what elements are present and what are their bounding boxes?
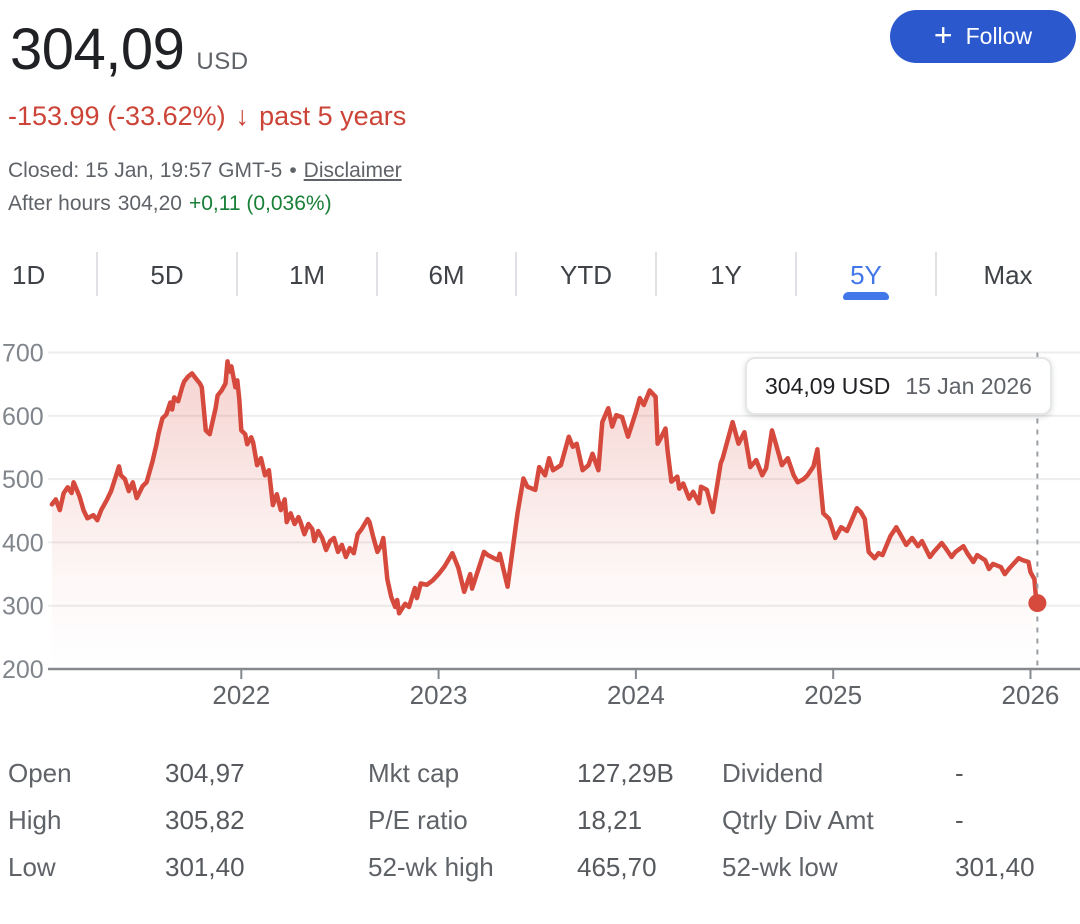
y-axis-label-700: 700 [2, 340, 44, 368]
tab-label: 5D [150, 259, 184, 290]
chart-area[interactable]: 200 300 400 500 600 700 2022 2023 2024 2025 2026 3… [0, 330, 1080, 712]
stat-label: Dividend [722, 758, 824, 788]
tab-1m[interactable]: 1M [236, 248, 377, 302]
tab-label: 1M [288, 259, 326, 290]
change-amount: -153.99 (-33.62%) [8, 101, 226, 131]
currency-label: USD [196, 48, 249, 75]
tab-ytd[interactable]: YTD [515, 248, 656, 302]
stat-value: 465,70 [577, 852, 657, 882]
after-hours-price: 304,20 [117, 192, 182, 215]
tab-1y[interactable]: 1Y [655, 248, 796, 302]
after-hours-label: After hours [8, 192, 111, 215]
tab-label: 5Y [850, 259, 882, 290]
last-price-dot [1028, 594, 1047, 613]
plus-icon: + [933, 17, 953, 53]
tab-label: 1Y [710, 259, 742, 290]
after-hours-line: After hours 304,20 +0,11 (0,036%) [8, 192, 332, 216]
x-axis-label-2026: 2026 [1002, 680, 1060, 710]
tab-1d[interactable]: 1D [0, 248, 97, 302]
stat-label: 52-wk low [722, 852, 838, 882]
stat-label: P/E ratio [368, 805, 468, 835]
tab-label: YTD [560, 259, 612, 290]
x-axis-label-2024: 2024 [607, 680, 665, 710]
stat-value: - [955, 758, 964, 788]
y-axis-label-200: 200 [2, 656, 44, 684]
market-status-line: Closed: 15 Jan, 19:57 GMT-5 • Disclaimer [8, 159, 402, 183]
tooltip-price: 304,09 USD [765, 372, 891, 399]
x-axis-label-2025: 2025 [804, 680, 862, 710]
key-stats-table: Open 304,97 Mkt cap 127,29B Dividend - High 305… [8, 750, 1072, 891]
stat-value: 127,29B [577, 758, 674, 788]
follow-button-label: Follow [965, 23, 1033, 49]
change-period: past 5 years [259, 101, 407, 131]
after-hours-change: +0,11 (0,036%) [188, 192, 332, 215]
price-change-line: -153.99 (-33.62%) ↓ past 5 years [8, 101, 406, 132]
stat-value: 301,40 [955, 852, 1035, 882]
tooltip-date: 15 Jan 2026 [905, 372, 1032, 399]
stat-label: Mkt cap [368, 758, 460, 788]
stat-label: Low [8, 852, 56, 882]
x-axis-label-2022: 2022 [212, 680, 270, 710]
tab-label: Max [983, 259, 1033, 290]
current-price: 304,09 [10, 17, 185, 82]
chart-tooltip: 304,09 USD 15 Jan 2026 [745, 357, 1052, 415]
selected-tab-indicator [843, 292, 889, 300]
x-axis-label-2023: 2023 [410, 680, 468, 710]
y-axis-label-500: 500 [2, 466, 44, 494]
stat-value: 18,21 [577, 805, 643, 835]
dot-separator: • [289, 159, 297, 182]
tab-5y[interactable]: 5Y [795, 248, 936, 302]
stat-value: 301,40 [165, 852, 245, 882]
down-arrow-icon: ↓ [235, 101, 250, 131]
chart-area-fill [51, 361, 1037, 669]
y-axis-label-600: 600 [2, 403, 44, 431]
tab-label: 6M [428, 259, 465, 290]
stat-label: Open [8, 758, 72, 788]
tab-label: 1D [12, 259, 46, 290]
closed-status-text: Closed: 15 Jan, 19:57 GMT-5 [8, 159, 283, 182]
disclaimer-link[interactable]: Disclaimer [303, 159, 402, 182]
follow-button[interactable]: + Follow [890, 10, 1076, 63]
price-row: 304,09 USD [10, 16, 249, 83]
y-axis-label-400: 400 [2, 529, 44, 557]
stat-value: - [955, 805, 964, 835]
tab-6m[interactable]: 6M [376, 248, 516, 302]
price-chart-svg[interactable]: 200 300 400 500 600 700 2022 2023 2024 2025 2026 [0, 330, 1080, 712]
tab-max[interactable]: Max [935, 248, 1080, 302]
stat-label: High [8, 805, 62, 835]
stat-value: 305,82 [165, 805, 245, 835]
tab-5d[interactable]: 5D [96, 248, 237, 302]
chart-price-line [49, 359, 1039, 616]
stat-label: 52-wk high [368, 852, 494, 882]
stat-value: 304,97 [165, 758, 245, 788]
stat-label: Qtrly Div Amt [722, 805, 874, 835]
range-tabs: 1D 5D 1M 6M YTD 1Y 5Y Max [0, 248, 1080, 302]
y-axis-label-300: 300 [2, 593, 44, 621]
